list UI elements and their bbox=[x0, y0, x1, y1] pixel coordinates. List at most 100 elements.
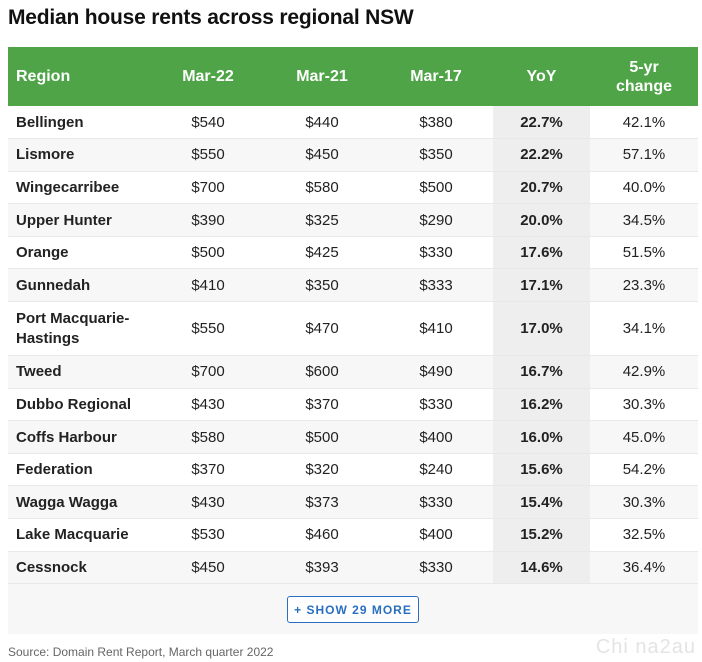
cell-mar22: $700 bbox=[151, 171, 265, 205]
table-row: Upper Hunter $390 $325 $290 20.0% 34.5% bbox=[8, 203, 698, 237]
rents-table: Region Mar-22 Mar-21 Mar-17 YoY 5-yr cha… bbox=[8, 47, 698, 585]
cell-yoy: 17.0% bbox=[493, 301, 590, 357]
cell-5yr-change: 32.5% bbox=[590, 518, 698, 552]
cell-mar21: $393 bbox=[265, 551, 379, 585]
table-row: Bellingen $540 $440 $380 22.7% 42.1% bbox=[8, 106, 698, 140]
cell-mar22: $500 bbox=[151, 236, 265, 270]
cell-region: Upper Hunter bbox=[8, 203, 151, 237]
cell-mar17: $490 bbox=[379, 355, 493, 389]
cell-mar22: $390 bbox=[151, 203, 265, 237]
header-mar21[interactable]: Mar-21 bbox=[265, 47, 379, 106]
cell-yoy: 15.2% bbox=[493, 518, 590, 552]
cell-region: Federation bbox=[8, 453, 151, 487]
cell-region: Wingecarribee bbox=[8, 171, 151, 205]
cell-mar17: $330 bbox=[379, 551, 493, 585]
watermark: Chi na2au bbox=[595, 636, 696, 658]
cell-5yr-change: 30.3% bbox=[590, 485, 698, 520]
cell-mar22: $530 bbox=[151, 518, 265, 552]
table-row: Coffs Harbour $580 $500 $400 16.0% 45.0% bbox=[8, 420, 698, 454]
cell-mar22: $430 bbox=[151, 485, 265, 520]
cell-yoy: 20.7% bbox=[493, 171, 590, 205]
cell-mar22: $430 bbox=[151, 388, 265, 422]
cell-mar21: $425 bbox=[265, 236, 379, 270]
header-yoy[interactable]: YoY bbox=[493, 47, 590, 106]
cell-region: Gunnedah bbox=[8, 268, 151, 303]
cell-5yr-change: 42.1% bbox=[590, 106, 698, 140]
cell-mar17: $400 bbox=[379, 518, 493, 552]
table-body: Bellingen $540 $440 $380 22.7% 42.1% Lismore $5… bbox=[8, 106, 698, 585]
cell-mar21: $440 bbox=[265, 106, 379, 140]
cell-mar17: $240 bbox=[379, 453, 493, 487]
cell-yoy: 15.6% bbox=[493, 453, 590, 487]
cell-mar21: $460 bbox=[265, 518, 379, 552]
cell-5yr-change: 51.5% bbox=[590, 236, 698, 270]
cell-5yr-change: 30.3% bbox=[590, 388, 698, 422]
table-row: Dubbo Regional $430 $370 $330 16.2% 30.3% bbox=[8, 388, 698, 422]
show-more-button[interactable]: + SHOW 29 MORE bbox=[287, 596, 419, 623]
cell-yoy: 16.7% bbox=[493, 355, 590, 389]
cell-mar22: $700 bbox=[151, 355, 265, 389]
cell-mar21: $500 bbox=[265, 420, 379, 454]
page-title: Median house rents across regional NSW bbox=[8, 6, 414, 29]
cell-mar22: $540 bbox=[151, 106, 265, 140]
cell-yoy: 15.4% bbox=[493, 485, 590, 520]
table-row: Lake Macquarie $530 $460 $400 15.2% 32.5% bbox=[8, 518, 698, 552]
header-mar22[interactable]: Mar-22 bbox=[151, 47, 265, 106]
cell-yoy: 17.6% bbox=[493, 236, 590, 270]
table-row: Lismore $550 $450 $350 22.2% 57.1% bbox=[8, 138, 698, 172]
cell-yoy: 14.6% bbox=[493, 551, 590, 585]
cell-mar21: $600 bbox=[265, 355, 379, 389]
cell-yoy: 20.0% bbox=[493, 203, 590, 237]
cell-mar17: $330 bbox=[379, 485, 493, 520]
cell-mar21: $370 bbox=[265, 388, 379, 422]
cell-region: Coffs Harbour bbox=[8, 420, 151, 454]
header-region[interactable]: Region bbox=[8, 47, 151, 106]
cell-mar21: $350 bbox=[265, 268, 379, 303]
table-row: Port Macquarie-Hastings $550 $470 $410 17.0%… bbox=[8, 301, 698, 357]
cell-5yr-change: 54.2% bbox=[590, 453, 698, 487]
table-row: Wagga Wagga $430 $373 $330 15.4% 30.3% bbox=[8, 485, 698, 520]
cell-region: Wagga Wagga bbox=[8, 485, 151, 520]
cell-mar22: $450 bbox=[151, 551, 265, 585]
cell-yoy: 22.2% bbox=[493, 138, 590, 172]
cell-region: Port Macquarie-Hastings bbox=[8, 301, 151, 357]
header-5yr-label: 5-yr change bbox=[615, 58, 672, 95]
table-row: Federation $370 $320 $240 15.6% 54.2% bbox=[8, 453, 698, 487]
cell-mar21: $320 bbox=[265, 453, 379, 487]
header-mar17[interactable]: Mar-17 bbox=[379, 47, 493, 106]
cell-5yr-change: 40.0% bbox=[590, 171, 698, 205]
cell-mar17: $380 bbox=[379, 106, 493, 140]
cell-5yr-change: 23.3% bbox=[590, 268, 698, 303]
cell-mar22: $580 bbox=[151, 420, 265, 454]
cell-mar21: $325 bbox=[265, 203, 379, 237]
table-header-row: Region Mar-22 Mar-21 Mar-17 YoY 5-yr cha… bbox=[8, 47, 698, 106]
cell-5yr-change: 34.5% bbox=[590, 203, 698, 237]
cell-mar17: $400 bbox=[379, 420, 493, 454]
cell-mar21: $450 bbox=[265, 138, 379, 172]
show-more-wrap: + SHOW 29 MORE bbox=[287, 596, 419, 623]
cell-mar17: $410 bbox=[379, 301, 493, 357]
cell-5yr-change: 57.1% bbox=[590, 138, 698, 172]
cell-region: Bellingen bbox=[8, 106, 151, 140]
cell-region: Dubbo Regional bbox=[8, 388, 151, 422]
cell-region: Lake Macquarie bbox=[8, 518, 151, 552]
cell-region: Lismore bbox=[8, 138, 151, 172]
cell-mar21: $470 bbox=[265, 301, 379, 357]
cell-mar21: $373 bbox=[265, 485, 379, 520]
table-row: Orange $500 $425 $330 17.6% 51.5% bbox=[8, 236, 698, 270]
header-5yr-change[interactable]: 5-yr change bbox=[590, 47, 698, 106]
table-row: Wingecarribee $700 $580 $500 20.7% 40.0% bbox=[8, 171, 698, 205]
table-row: Gunnedah $410 $350 $333 17.1% 23.3% bbox=[8, 268, 698, 303]
cell-region: Cessnock bbox=[8, 551, 151, 585]
cell-mar17: $333 bbox=[379, 268, 493, 303]
cell-mar21: $580 bbox=[265, 171, 379, 205]
cell-yoy: 22.7% bbox=[493, 106, 590, 140]
cell-yoy: 16.2% bbox=[493, 388, 590, 422]
cell-5yr-change: 36.4% bbox=[590, 551, 698, 585]
cell-5yr-change: 42.9% bbox=[590, 355, 698, 389]
cell-5yr-change: 34.1% bbox=[590, 301, 698, 357]
cell-yoy: 17.1% bbox=[493, 268, 590, 303]
cell-mar17: $330 bbox=[379, 388, 493, 422]
cell-region: Orange bbox=[8, 236, 151, 270]
cell-mar17: $500 bbox=[379, 171, 493, 205]
